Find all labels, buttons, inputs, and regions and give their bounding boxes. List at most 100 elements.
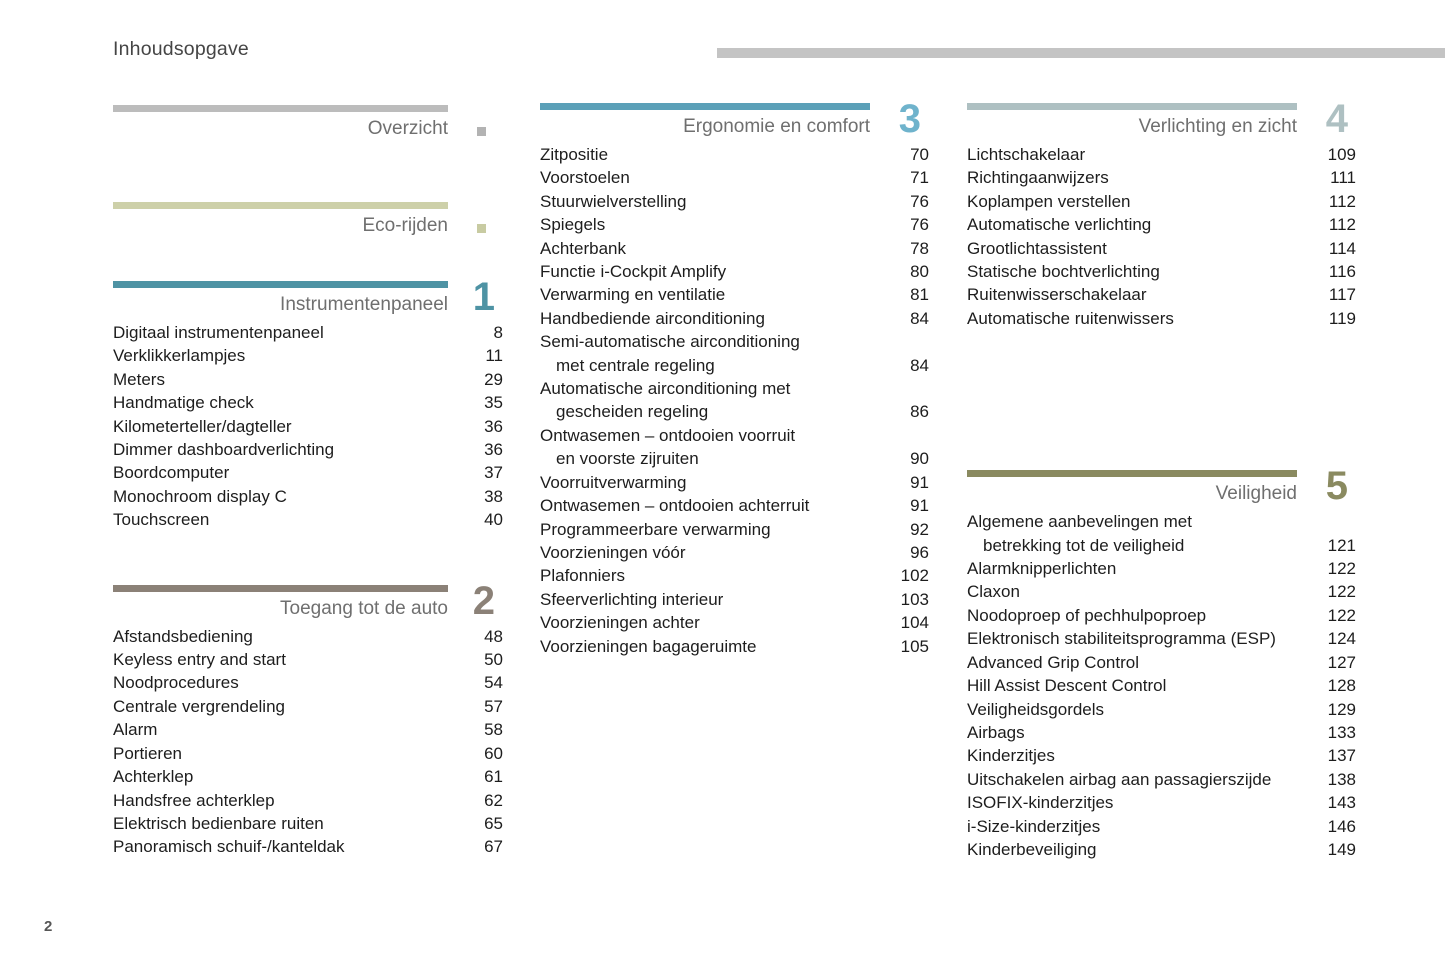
toc-item: Digitaal instrumentenpaneel 8	[113, 321, 503, 344]
toc-item: Noodprocedures 54	[113, 671, 503, 694]
toc-item: Verklikkerlampjes 11	[113, 344, 503, 367]
toc-item: Handsfree achterklep 62	[113, 789, 503, 812]
section-items: Zitpositie 70 Voorstoelen 71 Stuurwielverste…	[540, 143, 929, 658]
toc-item-page: 70	[910, 145, 929, 164]
toc-item-page: 90	[910, 449, 929, 469]
toc-item-label-line1: Keyless entry and start	[113, 650, 286, 670]
toc-item-label: Semi-automatische airconditioning met cen…	[540, 330, 800, 377]
toc-item-label: Veiligheidsgordels	[967, 698, 1104, 721]
toc-item-label: Richtingaanwijzers	[967, 166, 1109, 189]
toc-item-page: 112	[1328, 215, 1356, 235]
toc-item-label: Functie i-Cockpit Amplify	[540, 260, 726, 283]
toc-item: Lichtschakelaar 109	[967, 143, 1356, 166]
toc-column-1: Overzicht Eco-rijden Instrumentenpaneel 1 Di…	[113, 105, 503, 859]
toc-item: Achterklep 61	[113, 765, 503, 788]
toc-item-label-line1: Meters	[113, 369, 165, 389]
toc-item-label: Grootlichtassistent	[967, 237, 1107, 260]
toc-item-label-line1: Elektronisch stabiliteitsprogramma (ESP)	[967, 629, 1276, 649]
toc-item: Noodoproep of pechhulpoproep 122	[967, 604, 1356, 627]
toc-item-label: Statische bochtverlichting	[967, 260, 1160, 283]
toc-column-2: Ergonomie en comfort 3 Zitpositie 70 Voorsto…	[540, 99, 929, 658]
toc-item-label-line1: Digitaal instrumentenpaneel	[113, 323, 324, 342]
toc-item-label: Verwarming en ventilatie	[540, 283, 725, 306]
toc-item-page: 80	[910, 262, 929, 282]
toc-item-page: 122	[1327, 559, 1356, 579]
toc-item-label-line1: Verwarming en ventilatie	[540, 285, 726, 305]
toc-item-page: 133	[1327, 722, 1356, 742]
toc-item: Elektronisch stabiliteitsprogramma (ESP)…	[967, 627, 1356, 650]
toc-item: Panoramisch schuif-/kanteldak 67	[113, 835, 503, 858]
toc-item-label: Handbediende airconditioning	[540, 307, 765, 330]
toc-item-label-line1: Koplampen verstellen	[967, 191, 1131, 211]
toc-item-label: Portieren	[113, 742, 182, 765]
toc-item: Advanced Grip Control 127	[967, 651, 1356, 674]
toc-item: Plafonniers 102	[540, 564, 929, 587]
toc-item-label: Zitpositie	[540, 143, 608, 166]
toc-item-label-line1: Voorzieningen bagageruimte	[540, 636, 757, 656]
toc-item: Voorzieningen achter 104	[540, 611, 929, 634]
toc-item-label: Hill Assist Descent Control	[967, 674, 1166, 697]
page-title: Inhoudsopgave	[113, 38, 249, 60]
toc-item: Alarmknipperlichten 122	[967, 557, 1356, 580]
toc-item: Ontwasemen – ontdooien achterruit 91	[540, 494, 929, 517]
toc-item-page: 121	[1327, 535, 1356, 555]
toc-item: Kinderzitjes 137	[967, 744, 1356, 767]
toc-item-label: Kilometerteller/dagteller	[113, 415, 292, 438]
toc-item-page: 29	[484, 369, 503, 389]
toc-item-label: Voorzieningen bagageruimte	[540, 635, 756, 658]
toc-item: Uitschakelen airbag aan passagierszijde 1…	[967, 768, 1356, 791]
toc-item-page: 81	[910, 285, 929, 305]
toc-item-label-line1: Alarmknipperlichten	[967, 559, 1117, 579]
toc-item-label-line1: Handmatige check	[113, 393, 254, 413]
toc-item-label: Lichtschakelaar	[967, 143, 1085, 166]
toc-item-page: 54	[484, 673, 503, 693]
section-number: 2	[472, 578, 495, 623]
toc-item-page: 78	[910, 238, 929, 258]
toc-item-label-line1: Hill Assist Descent Control	[967, 676, 1167, 696]
toc-item: Kinderbeveiliging 149	[967, 838, 1356, 861]
toc-item-label: Panoramisch schuif-/kanteldak	[113, 835, 345, 858]
toc-item-label-line1: Elektrisch bedienbare ruiten	[113, 813, 324, 833]
toc-item-page: 128	[1327, 676, 1356, 696]
toc-item-label: Kinderzitjes	[967, 744, 1055, 767]
toc-section: Eco-rijden	[113, 202, 503, 237]
toc-item-label-line1: Achterbank	[540, 238, 626, 258]
toc-item-label: Meters	[113, 368, 165, 391]
toc-item-label-line1: Functie i-Cockpit Amplify	[540, 262, 727, 282]
toc-item-label-line2: met centrale regeling	[556, 355, 715, 375]
toc-section: Verlichting en zicht 4 Lichtschakelaar 109 R…	[967, 99, 1356, 330]
toc-item-label-line1: Veiligheidsgordels	[967, 699, 1105, 719]
toc-item: Voorruitverwarming 91	[540, 471, 929, 494]
toc-item-label: Achterbank	[540, 237, 626, 260]
toc-item: Voorzieningen bagageruimte 105	[540, 635, 929, 658]
toc-item-label-line2: gescheiden regeling	[556, 402, 709, 422]
toc-item-label-line1: Voorruitverwarming	[540, 472, 687, 492]
toc-item-label: i-Size-kinderzitjes	[967, 815, 1100, 838]
toc-item-label: Touchscreen	[113, 508, 209, 531]
section-items: Afstandsbediening 48 Keyless entry and sta…	[113, 625, 503, 859]
toc-item-label: Verklikkerlampjes	[113, 344, 245, 367]
toc-item: Monochroom display C 38	[113, 485, 503, 508]
toc-item-page: 91	[910, 472, 929, 492]
section-title: Eco-rijden	[362, 215, 448, 236]
toc-item-page: 76	[910, 191, 929, 211]
section-title: Overzicht	[367, 118, 448, 139]
toc-item-label-line1: Automatische verlichting	[967, 215, 1152, 235]
toc-item-label: Elektronisch stabiliteitsprogramma (ESP)	[967, 627, 1276, 650]
toc-item-label: Algemene aanbevelingen met betrekking tot…	[967, 510, 1192, 557]
toc-item: Dimmer dashboardverlichting 36	[113, 438, 503, 461]
toc-item-label: Automatische airconditioning met gescheid…	[540, 377, 790, 424]
toc-item: Hill Assist Descent Control 128	[967, 674, 1356, 697]
toc-item-label-line1: Richtingaanwijzers	[967, 168, 1109, 188]
section-title: Instrumentenpaneel	[280, 294, 448, 315]
toc-item-label: Elektrisch bedienbare ruiten	[113, 812, 324, 835]
toc-item-label: Programmeerbare verwarming	[540, 518, 771, 541]
toc-item: Sfeerverlichting interieur 103	[540, 588, 929, 611]
toc-item-label-line1: Ruitenwisserschakelaar	[967, 285, 1147, 305]
toc-item-page: 57	[484, 696, 503, 716]
toc-item: Kilometerteller/dagteller 36	[113, 415, 503, 438]
toc-item-label: ISOFIX-kinderzitjes	[967, 791, 1113, 814]
toc-item-page: 104	[900, 613, 929, 633]
toc-item-page: 67	[484, 837, 503, 857]
toc-section: Toegang tot de auto 2 Afstandsbediening 48 K…	[113, 581, 503, 859]
